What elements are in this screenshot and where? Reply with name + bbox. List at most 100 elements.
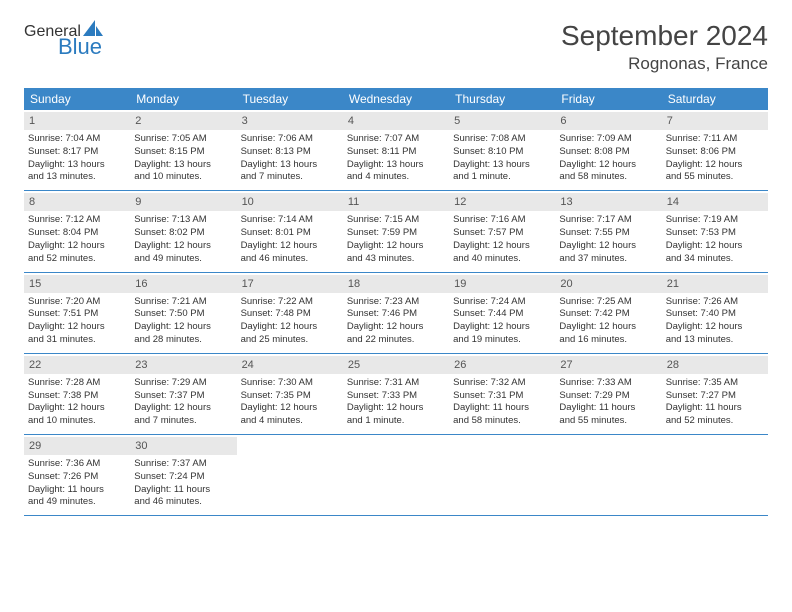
daylight-text-1: Daylight: 13 hours bbox=[453, 159, 551, 172]
sunrise-text: Sunrise: 7:13 AM bbox=[134, 214, 232, 227]
weekday-header-cell: Sunday bbox=[24, 88, 130, 110]
sunset-text: Sunset: 7:27 PM bbox=[666, 390, 764, 403]
day-info: Sunrise: 7:22 AMSunset: 7:48 PMDaylight:… bbox=[241, 296, 339, 347]
daylight-text-2: and 55 minutes. bbox=[666, 171, 764, 184]
day-cell: 28Sunrise: 7:35 AMSunset: 7:27 PMDayligh… bbox=[662, 354, 768, 434]
daylight-text-1: Daylight: 12 hours bbox=[347, 321, 445, 334]
day-info: Sunrise: 7:37 AMSunset: 7:24 PMDaylight:… bbox=[134, 458, 232, 509]
day-info: Sunrise: 7:21 AMSunset: 7:50 PMDaylight:… bbox=[134, 296, 232, 347]
weekday-header-cell: Wednesday bbox=[343, 88, 449, 110]
day-cell: 30 Sunrise: 7:37 AMSunset: 7:24 PMDayligh… bbox=[130, 435, 236, 515]
day-number: 22 bbox=[24, 356, 130, 374]
day-number: 25 bbox=[343, 356, 449, 374]
day-cell: 10 Sunrise: 7:14 AMSunset: 8:01 PMDayligh… bbox=[237, 191, 343, 271]
page-header: General Blue September 2024 Rognonas, Fr… bbox=[24, 20, 768, 74]
day-info: Sunrise: 7:29 AMSunset: 7:37 PMDaylight:… bbox=[134, 377, 232, 428]
day-number: 27 bbox=[555, 356, 661, 374]
sunrise-text: Sunrise: 7:07 AM bbox=[347, 133, 445, 146]
calendar-grid: SundayMondayTuesdayWednesdayThursdayFrid… bbox=[24, 88, 768, 516]
sunset-text: Sunset: 8:04 PM bbox=[28, 227, 126, 240]
sunrise-text: Sunrise: 7:21 AM bbox=[134, 296, 232, 309]
day-cell: 18 Sunrise: 7:23 AMSunset: 7:46 PMDayligh… bbox=[343, 273, 449, 353]
daylight-text-2: and 37 minutes. bbox=[559, 253, 657, 266]
day-cell: 21Sunrise: 7:26 AMSunset: 7:40 PMDayligh… bbox=[662, 273, 768, 353]
daylight-text-1: Daylight: 12 hours bbox=[347, 240, 445, 253]
daylight-text-2: and 46 minutes. bbox=[134, 496, 232, 509]
day-cell: 9Sunrise: 7:13 AMSunset: 8:02 PMDaylight… bbox=[130, 191, 236, 271]
day-info: Sunrise: 7:36 AMSunset: 7:26 PMDaylight:… bbox=[28, 458, 126, 509]
day-cell: 26Sunrise: 7:32 AMSunset: 7:31 PMDayligh… bbox=[449, 354, 555, 434]
day-number: 18 bbox=[343, 275, 449, 293]
daylight-text-2: and 19 minutes. bbox=[453, 334, 551, 347]
day-info: Sunrise: 7:33 AMSunset: 7:29 PMDaylight:… bbox=[559, 377, 657, 428]
daylight-text-1: Daylight: 12 hours bbox=[347, 402, 445, 415]
day-number: 6 bbox=[555, 112, 661, 130]
sunset-text: Sunset: 7:37 PM bbox=[134, 390, 232, 403]
day-info: Sunrise: 7:31 AMSunset: 7:33 PMDaylight:… bbox=[347, 377, 445, 428]
day-info: Sunrise: 7:12 AMSunset: 8:04 PMDaylight:… bbox=[28, 214, 126, 265]
day-info: Sunrise: 7:15 AMSunset: 7:59 PMDaylight:… bbox=[347, 214, 445, 265]
daylight-text-1: Daylight: 12 hours bbox=[241, 402, 339, 415]
daylight-text-1: Daylight: 12 hours bbox=[241, 240, 339, 253]
location-text: Rognonas, France bbox=[561, 54, 768, 74]
daylight-text-2: and 7 minutes. bbox=[241, 171, 339, 184]
sunrise-text: Sunrise: 7:32 AM bbox=[453, 377, 551, 390]
sunset-text: Sunset: 7:59 PM bbox=[347, 227, 445, 240]
sunset-text: Sunset: 8:11 PM bbox=[347, 146, 445, 159]
day-info: Sunrise: 7:11 AMSunset: 8:06 PMDaylight:… bbox=[666, 133, 764, 184]
week-row: 8Sunrise: 7:12 AMSunset: 8:04 PMDaylight… bbox=[24, 191, 768, 272]
daylight-text-2: and 4 minutes. bbox=[241, 415, 339, 428]
sunrise-text: Sunrise: 7:19 AM bbox=[666, 214, 764, 227]
daylight-text-2: and 13 minutes. bbox=[666, 334, 764, 347]
day-info: Sunrise: 7:23 AMSunset: 7:46 PMDaylight:… bbox=[347, 296, 445, 347]
day-info: Sunrise: 7:25 AMSunset: 7:42 PMDaylight:… bbox=[559, 296, 657, 347]
day-number: 19 bbox=[449, 275, 555, 293]
day-number: 10 bbox=[237, 193, 343, 211]
daylight-text-2: and 31 minutes. bbox=[28, 334, 126, 347]
sunset-text: Sunset: 7:38 PM bbox=[28, 390, 126, 403]
day-info: Sunrise: 7:17 AMSunset: 7:55 PMDaylight:… bbox=[559, 214, 657, 265]
day-number: 11 bbox=[343, 193, 449, 211]
day-cell: 27 Sunrise: 7:33 AMSunset: 7:29 PMDayligh… bbox=[555, 354, 661, 434]
sunset-text: Sunset: 7:29 PM bbox=[559, 390, 657, 403]
day-info: Sunrise: 7:30 AMSunset: 7:35 PMDaylight:… bbox=[241, 377, 339, 428]
daylight-text-2: and 52 minutes. bbox=[666, 415, 764, 428]
sunset-text: Sunset: 7:46 PM bbox=[347, 308, 445, 321]
sunset-text: Sunset: 8:02 PM bbox=[134, 227, 232, 240]
sunrise-text: Sunrise: 7:26 AM bbox=[666, 296, 764, 309]
sunrise-text: Sunrise: 7:14 AM bbox=[241, 214, 339, 227]
sunset-text: Sunset: 7:26 PM bbox=[28, 471, 126, 484]
sunrise-text: Sunrise: 7:09 AM bbox=[559, 133, 657, 146]
sunset-text: Sunset: 7:55 PM bbox=[559, 227, 657, 240]
day-info: Sunrise: 7:06 AMSunset: 8:13 PMDaylight:… bbox=[241, 133, 339, 184]
daylight-text-2: and 1 minute. bbox=[453, 171, 551, 184]
day-cell: 19Sunrise: 7:24 AMSunset: 7:44 PMDayligh… bbox=[449, 273, 555, 353]
day-cell: 23Sunrise: 7:29 AMSunset: 7:37 PMDayligh… bbox=[130, 354, 236, 434]
day-info: Sunrise: 7:07 AMSunset: 8:11 PMDaylight:… bbox=[347, 133, 445, 184]
sunrise-text: Sunrise: 7:35 AM bbox=[666, 377, 764, 390]
day-info: Sunrise: 7:28 AMSunset: 7:38 PMDaylight:… bbox=[28, 377, 126, 428]
empty-day-cell bbox=[555, 435, 661, 515]
daylight-text-1: Daylight: 12 hours bbox=[666, 159, 764, 172]
day-number: 13 bbox=[555, 193, 661, 211]
daylight-text-1: Daylight: 12 hours bbox=[241, 321, 339, 334]
day-number: 30 bbox=[130, 437, 236, 455]
day-info: Sunrise: 7:09 AMSunset: 8:08 PMDaylight:… bbox=[559, 133, 657, 184]
empty-day-cell bbox=[343, 435, 449, 515]
logo-text: General Blue bbox=[24, 20, 103, 58]
daylight-text-1: Daylight: 12 hours bbox=[559, 240, 657, 253]
weekday-header-cell: Saturday bbox=[662, 88, 768, 110]
sunrise-text: Sunrise: 7:04 AM bbox=[28, 133, 126, 146]
daylight-text-1: Daylight: 12 hours bbox=[666, 321, 764, 334]
daylight-text-2: and 13 minutes. bbox=[28, 171, 126, 184]
day-cell: 15Sunrise: 7:20 AMSunset: 7:51 PMDayligh… bbox=[24, 273, 130, 353]
daylight-text-1: Daylight: 12 hours bbox=[453, 240, 551, 253]
sunrise-text: Sunrise: 7:20 AM bbox=[28, 296, 126, 309]
daylight-text-2: and 52 minutes. bbox=[28, 253, 126, 266]
day-cell: 29Sunrise: 7:36 AMSunset: 7:26 PMDayligh… bbox=[24, 435, 130, 515]
weekday-header-cell: Thursday bbox=[449, 88, 555, 110]
sunset-text: Sunset: 8:01 PM bbox=[241, 227, 339, 240]
daylight-text-2: and 1 minute. bbox=[347, 415, 445, 428]
daylight-text-2: and 55 minutes. bbox=[559, 415, 657, 428]
sunset-text: Sunset: 7:40 PM bbox=[666, 308, 764, 321]
